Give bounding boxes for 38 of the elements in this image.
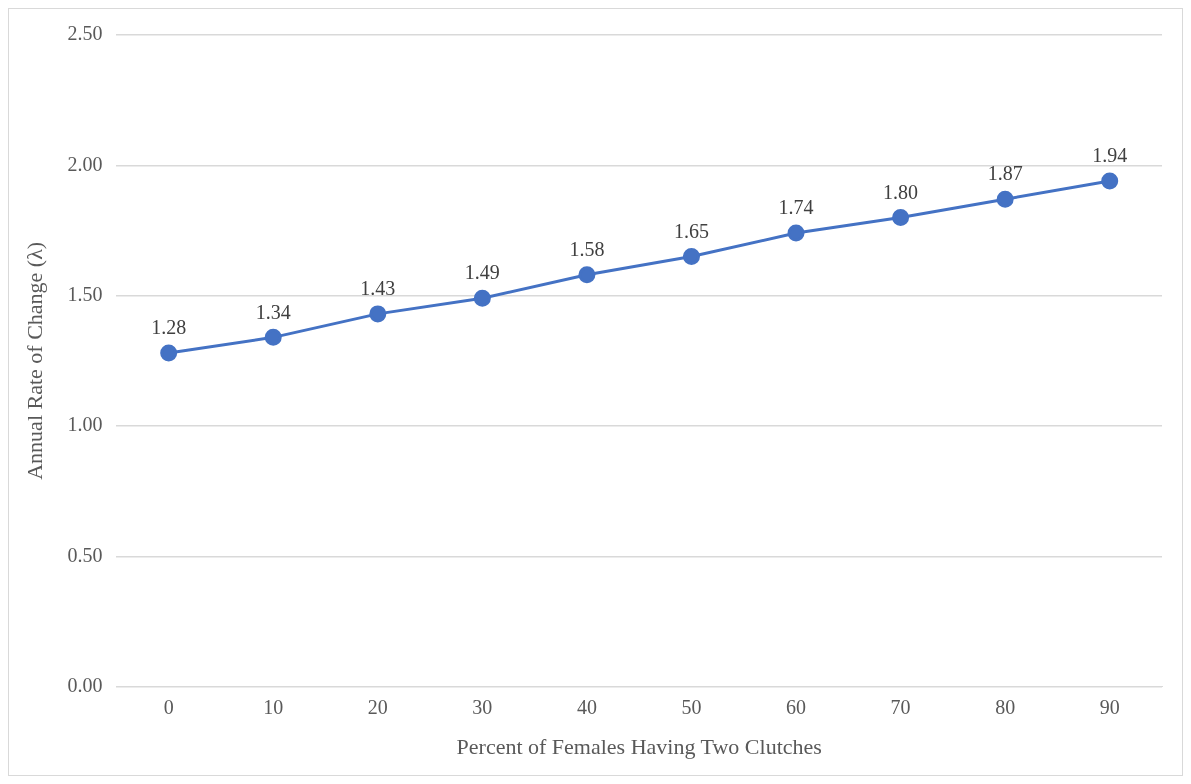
data-label: 1.58 [569,238,605,261]
x-tick-label: 90 [1099,695,1120,718]
point [892,208,910,226]
point [1101,172,1119,190]
x-tick-label: 20 [367,695,388,718]
point [369,305,387,323]
data-label: 1.34 [255,300,291,323]
x-tick-label: 60 [786,695,807,718]
x-tick-label: 80 [995,695,1016,718]
y-tick-label: 0.50 [67,543,103,566]
y-tick-label: 1.00 [67,413,103,436]
x-tick-label: 70 [890,695,911,718]
data-label: 1.74 [778,196,814,219]
point [160,344,178,362]
y-tick-label: 2.00 [67,152,103,175]
point [578,266,596,284]
point [264,328,282,346]
data-label: 1.80 [883,180,919,203]
y-axis-title: Annual Rate of Change (λ) [21,241,47,480]
x-tick-label: 0 [163,695,174,718]
x-axis-title: Percent of Females Having Two Clutches [456,733,822,759]
data-label: 1.49 [464,261,500,284]
x-tick-label: 50 [681,695,702,718]
data-label: 1.43 [360,277,396,300]
point [473,289,491,307]
point [682,248,700,266]
data-label: 1.87 [987,162,1023,185]
data-label: 1.94 [1092,144,1128,167]
x-tick-label: 10 [263,695,284,718]
y-tick-label: 2.50 [67,22,103,45]
x-tick-label: 40 [576,695,597,718]
data-label: 1.28 [151,316,187,339]
point [787,224,805,242]
y-tick-label: 0.00 [67,673,103,696]
point [996,190,1014,208]
x-tick-label: 30 [472,695,493,718]
y-tick-label: 1.50 [67,282,103,305]
data-label: 1.65 [673,219,709,242]
